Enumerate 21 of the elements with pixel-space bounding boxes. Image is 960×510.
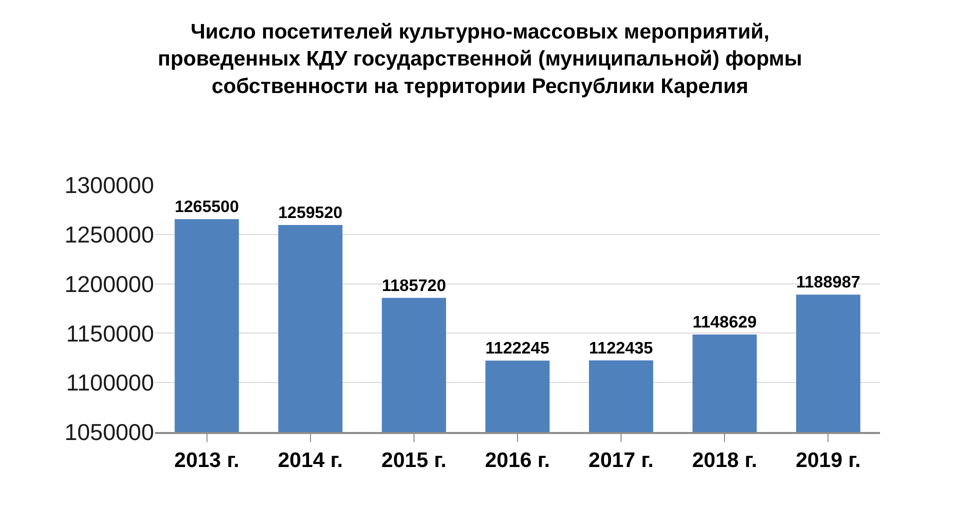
data-label: 1122435	[588, 338, 653, 358]
x-tick-label: 2013 г.	[174, 448, 240, 472]
chart-title: Число посетителей культурно-массовых мероприятий, проведенных КДУ государственной (муниципальной) формы собственности на территории Республики Карелия	[158, 20, 802, 98]
y-tick-label: 1300000	[64, 172, 154, 198]
y-tick-label: 1250000	[64, 221, 154, 248]
x-tick-label: 2016 г.	[484, 448, 550, 472]
data-label: 1188987	[796, 272, 860, 292]
data-label: 1185720	[382, 276, 446, 295]
data-label: 1148629	[692, 312, 757, 332]
x-tick-label: 2019 г.	[796, 448, 861, 472]
y-tick-label: 1150000	[66, 320, 154, 346]
x-tick-label: 2018 г.	[692, 448, 758, 472]
x-tick-label: 2014 г.	[278, 448, 343, 472]
data-label: 1265500	[174, 198, 239, 216]
y-tick-label: 1200000	[64, 270, 154, 297]
x-tick-label: 2017 г.	[588, 448, 654, 472]
x-tick-label: 2015 г.	[381, 448, 446, 472]
y-tick-label: 1100000	[66, 370, 154, 396]
data-label: 1259520	[278, 204, 342, 222]
y-tick-label: 1050000	[64, 419, 154, 446]
data-label: 1122245	[485, 338, 550, 358]
